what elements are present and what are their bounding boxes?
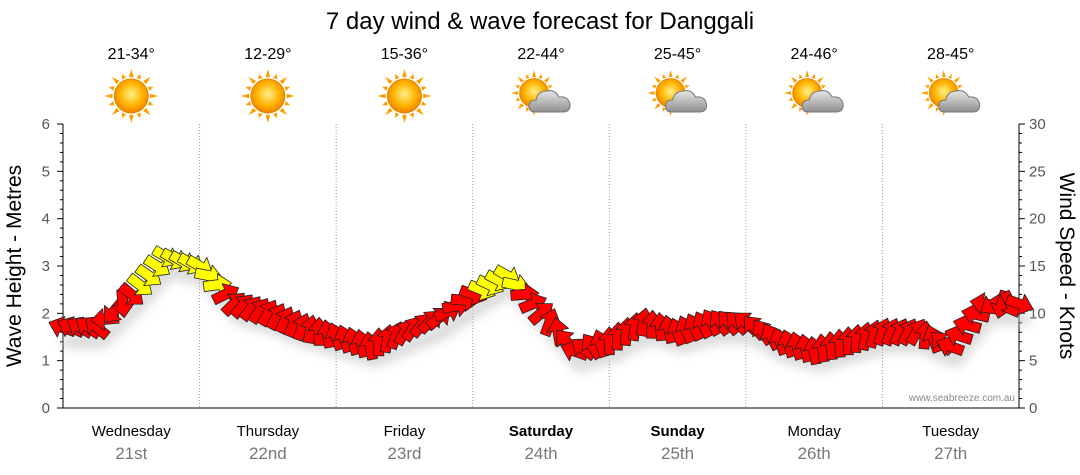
right-tick-label: 5 — [1029, 353, 1037, 370]
weather-icons — [104, 69, 981, 123]
y-axis-label-left: Wave Height - Metres — [3, 165, 26, 367]
right-tick-label: 0 — [1029, 400, 1037, 417]
left-tick-label: 5 — [42, 163, 50, 180]
right-tick-label: 15 — [1029, 258, 1046, 275]
left-tick-label: 4 — [42, 211, 50, 228]
wind-arrow — [936, 335, 966, 357]
sun-icon — [104, 69, 159, 123]
day-temperature: 15-36° — [381, 46, 428, 63]
wind-arrow — [126, 272, 153, 296]
sun-cloud-icon — [647, 70, 708, 116]
day-date: 23rd — [387, 444, 421, 463]
sun-cloud-icon — [511, 70, 571, 116]
day-temperature: 28-45° — [927, 46, 974, 63]
day-name: Friday — [384, 423, 426, 440]
day-temperature: 24-46° — [790, 46, 837, 63]
day-date: 26th — [798, 444, 831, 463]
wind-arrow — [539, 308, 561, 338]
day-name: Saturday — [509, 423, 574, 440]
credit-text: www.seabreeze.com.au — [908, 393, 1015, 404]
sun-icon — [240, 69, 295, 123]
sun-cloud-icon — [784, 70, 844, 116]
day-temperature: 12-29° — [244, 46, 291, 63]
left-tick-label: 3 — [42, 258, 50, 275]
left-axis: 0 1 2 3 4 5 6 — [42, 116, 64, 417]
day-name: Thursday — [237, 423, 300, 440]
day-date: 21st — [115, 444, 147, 463]
left-tick-label: 2 — [42, 305, 50, 322]
day-date: 25th — [661, 444, 694, 463]
left-tick-label: 6 — [42, 116, 50, 133]
chart-title: 7 day wind & wave forecast for Danggali — [326, 8, 754, 35]
day-date: 24th — [524, 444, 557, 463]
daily-temperatures: 21-34° 12-29° 15-36° 22-44° 25-45° 24-46° 28-4… — [108, 46, 975, 63]
right-tick-label: 30 — [1029, 116, 1046, 133]
day-temperature: 25-45° — [654, 46, 701, 63]
day-temperature: 22-44° — [517, 46, 564, 63]
wind-arrow — [944, 324, 974, 347]
right-tick-label: 20 — [1029, 211, 1046, 228]
left-tick-label: 0 — [42, 400, 50, 417]
day-name: Tuesday — [922, 423, 979, 440]
sun-cloud-icon — [920, 70, 981, 116]
right-tick-label: 25 — [1029, 163, 1046, 180]
day-name: Sunday — [650, 423, 705, 440]
day-date: 22nd — [249, 444, 287, 463]
right-axis: 0 5 10 15 20 25 30 — [1018, 116, 1046, 417]
day-labels: Wednesday 21st Thursday 22nd Friday 23rd Satur… — [92, 423, 980, 463]
day-name: Wednesday — [92, 423, 171, 440]
wind-arrow — [117, 281, 144, 305]
wind-arrow — [1004, 293, 1034, 316]
sun-icon — [377, 69, 432, 123]
day-name: Monday — [787, 423, 841, 440]
y-axis-label-right: Wind Speed - Knots — [1055, 173, 1078, 360]
right-tick-label: 10 — [1029, 305, 1046, 322]
left-tick-label: 1 — [42, 353, 50, 370]
day-date: 27th — [934, 444, 967, 463]
wind-arrow — [134, 263, 162, 287]
wind-arrow — [952, 313, 983, 336]
wind-arrows — [48, 245, 1034, 366]
grid-lines — [199, 124, 883, 408]
day-temperature: 21-34° — [108, 46, 155, 63]
